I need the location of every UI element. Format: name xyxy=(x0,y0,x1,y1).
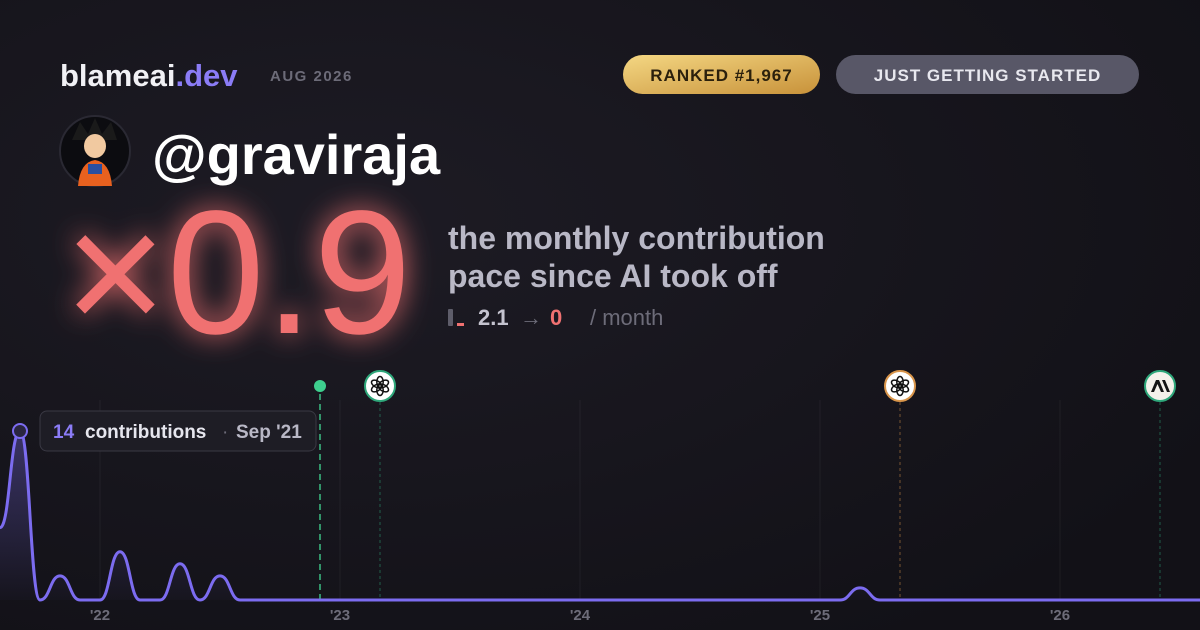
brand-name: blameai xyxy=(60,58,175,93)
x-tick-label: '24 xyxy=(570,607,591,624)
brand: blameai.dev xyxy=(60,58,238,93)
line-area xyxy=(0,431,1200,600)
pace-icon-after xyxy=(457,323,464,326)
pace-after: 0 xyxy=(550,305,562,330)
tooltip-label: Sep '21 xyxy=(236,422,302,443)
tooltip-separator: · xyxy=(222,422,228,443)
line xyxy=(0,429,1200,602)
avatar xyxy=(59,115,131,187)
brand-tld: .dev xyxy=(175,58,238,93)
event-icon xyxy=(884,370,916,402)
tooltip-box xyxy=(39,410,317,452)
rank-text: RANKED #1,967 xyxy=(650,66,792,85)
tooltip-unit: contributions xyxy=(85,422,206,443)
multiplier: ×0.9 xyxy=(64,175,411,371)
date: AUG 2026 xyxy=(270,68,353,85)
tooltip-value: 14 xyxy=(53,422,75,443)
x-tick-label: '25 xyxy=(810,607,830,624)
x-tick-label: '23 xyxy=(330,607,350,624)
pace-icon-before xyxy=(448,309,453,326)
x-tick-label: '26 xyxy=(1050,607,1070,624)
pace-before: 2.1 xyxy=(478,305,509,330)
x-tick-label: '22 xyxy=(90,607,110,624)
rank-badge xyxy=(623,55,820,94)
tooltip: 14 contributions · Sep '21 xyxy=(39,410,317,452)
event-logo xyxy=(890,379,903,389)
pace-arrow: → xyxy=(520,305,542,330)
chart: '22 '23 '24 '25 '26 xyxy=(0,370,1200,624)
pace-unit: / month xyxy=(590,305,663,330)
event-icon xyxy=(364,370,396,402)
event-dot xyxy=(314,380,326,392)
status-badge xyxy=(836,55,1139,94)
description-line: the monthly contribution xyxy=(448,220,825,256)
description-line: pace since AI took off xyxy=(448,258,778,294)
highlight-point xyxy=(12,423,28,439)
event-logo xyxy=(1151,380,1170,392)
status-text: JUST GETTING STARTED xyxy=(874,66,1101,85)
event-logo xyxy=(370,379,383,389)
username: @graviraja xyxy=(152,123,441,186)
